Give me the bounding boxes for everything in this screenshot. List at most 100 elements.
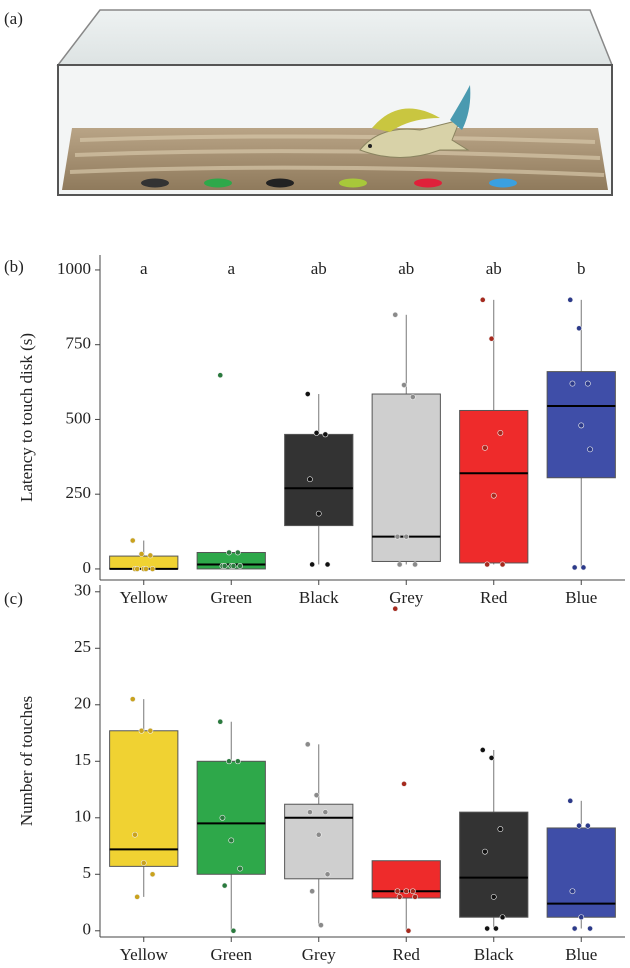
data-point [500, 562, 505, 567]
data-point [570, 889, 575, 894]
data-point [130, 538, 135, 543]
data-point [305, 742, 310, 747]
y-tick-label: 15 [74, 750, 91, 769]
data-point [235, 759, 240, 764]
data-point [139, 551, 144, 556]
data-point [401, 382, 406, 387]
data-point [316, 832, 321, 837]
data-point [401, 781, 406, 786]
x-tick-label: Blue [565, 945, 597, 964]
significance-letter: b [577, 259, 586, 278]
x-tick-label: Green [210, 945, 252, 964]
panel-label: (c) [4, 589, 23, 608]
panel-label: (b) [4, 257, 24, 276]
box [460, 410, 528, 562]
y-tick-label: 750 [66, 334, 92, 353]
y-tick-label: 1000 [57, 259, 91, 278]
tank-illustration [58, 10, 612, 195]
page: {"image_panel": {"label": "(a)"}, "chart… [0, 0, 630, 968]
charts: (b) Latency to touch disk (s) 0 250 500 750 10… [4, 255, 625, 964]
data-point [498, 826, 503, 831]
data-point [412, 562, 417, 567]
data-point [132, 832, 137, 837]
data-point [218, 719, 223, 724]
data-point [587, 447, 592, 452]
data-point [231, 928, 236, 933]
data-point [222, 563, 227, 568]
data-point [485, 562, 490, 567]
data-point [150, 872, 155, 877]
y-axis-label: Latency to touch disk (s) [17, 333, 36, 502]
data-point [150, 566, 155, 571]
data-point [568, 297, 573, 302]
x-tick-label: Yellow [120, 588, 169, 607]
data-point [581, 565, 586, 570]
data-point [397, 894, 402, 899]
y-tick-label: 250 [66, 483, 92, 502]
y-tick-label: 10 [74, 807, 91, 826]
x-tick-label: Black [474, 945, 514, 964]
data-point [485, 926, 490, 931]
data-point [482, 849, 487, 854]
data-point [314, 430, 319, 435]
data-point [143, 566, 148, 571]
data-point [500, 915, 505, 920]
data-point [572, 926, 577, 931]
data-point [579, 423, 584, 428]
data-point [323, 432, 328, 437]
y-tick-label: 25 [74, 637, 91, 656]
x-tick-label: Grey [302, 945, 336, 964]
data-point [135, 566, 140, 571]
data-point [139, 728, 144, 733]
data-point [585, 381, 590, 386]
significance-letter: a [227, 259, 235, 278]
x-tick-label: Red [393, 945, 421, 964]
data-point [410, 394, 415, 399]
data-point [570, 381, 575, 386]
x-tick-label: Yellow [120, 945, 169, 964]
significance-letter: ab [311, 259, 327, 278]
x-tick-label: Green [210, 588, 252, 607]
data-point [572, 565, 577, 570]
y-tick-label: 0 [83, 558, 92, 577]
x-tick-label: Red [480, 588, 508, 607]
data-point [135, 894, 140, 899]
data-point [404, 889, 409, 894]
data-point [305, 391, 310, 396]
box [197, 761, 265, 874]
data-point [218, 373, 223, 378]
data-point [393, 606, 398, 611]
box [110, 731, 178, 867]
y-tick-label: 500 [66, 408, 92, 427]
x-tick-label: Blue [565, 588, 597, 607]
data-point [587, 926, 592, 931]
data-point [491, 493, 496, 498]
data-point [237, 563, 242, 568]
data-point [235, 550, 240, 555]
data-point [395, 534, 400, 539]
data-point [410, 889, 415, 894]
y-tick-label: 30 [74, 581, 91, 600]
data-point [482, 445, 487, 450]
data-point [579, 915, 584, 920]
figure: (a) (b)Latency to touch disk (s)02505007… [0, 0, 630, 968]
data-point [226, 550, 231, 555]
x-tick-label: Black [299, 588, 339, 607]
data-point [310, 889, 315, 894]
data-point [229, 838, 234, 843]
data-point [412, 894, 417, 899]
data-point [316, 511, 321, 516]
data-point [395, 889, 400, 894]
data-point [148, 553, 153, 558]
box [285, 804, 353, 879]
data-point [491, 894, 496, 899]
data-point [480, 747, 485, 752]
box [460, 812, 528, 917]
data-point [314, 793, 319, 798]
data-point [220, 815, 225, 820]
data-point [325, 562, 330, 567]
data-point [318, 923, 323, 928]
data-point [226, 759, 231, 764]
data-point [498, 430, 503, 435]
x-tick-label: Grey [389, 588, 423, 607]
